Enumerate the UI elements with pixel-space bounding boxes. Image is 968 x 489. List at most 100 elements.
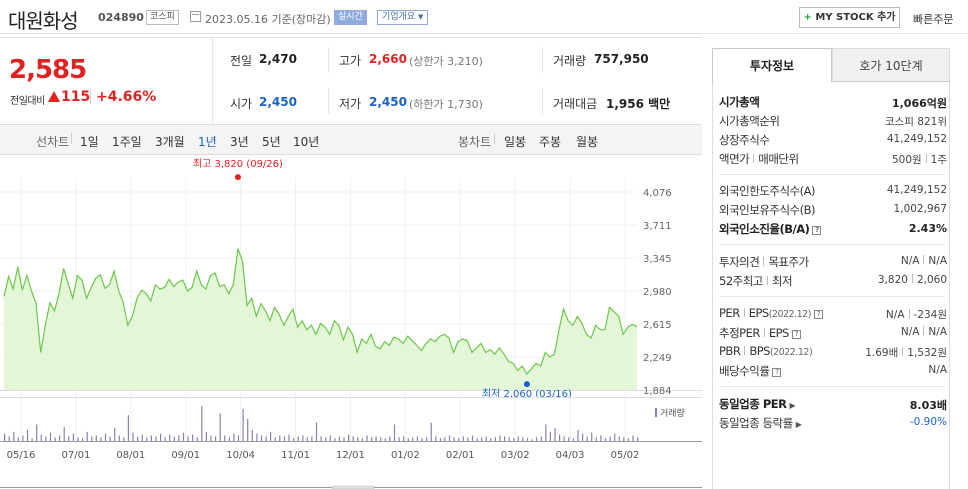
prev-close-label: 전일	[230, 54, 253, 68]
pbr-label: PBR BPS(2022.12)	[719, 344, 813, 358]
tab-invest-info[interactable]: 투자정보	[712, 48, 832, 82]
divider	[908, 309, 910, 318]
divider	[542, 47, 543, 73]
candle-monthly[interactable]: 월봉	[576, 135, 599, 149]
volume-bar	[453, 437, 455, 441]
price-line	[3, 248, 638, 376]
industry-rate-label[interactable]: 동일업종 등락률 ▶	[719, 415, 802, 431]
bps-label: BPS	[749, 344, 770, 358]
volume-bar	[192, 434, 194, 441]
foreign-hold-value: 1,002,967	[893, 203, 947, 215]
period-5y[interactable]: 5년	[262, 135, 281, 149]
foreign-hold-row: 외국인보유주식수(B) 1,002,967	[719, 202, 947, 220]
help-icon[interactable]: ?	[791, 330, 801, 339]
divider	[719, 386, 945, 387]
opinion-label-text: 투자의견	[719, 255, 760, 269]
foreign-hold-label: 외국인보유주식수(B)	[719, 203, 816, 217]
volume-bar	[421, 438, 423, 441]
volume-bar	[563, 436, 565, 441]
company-name: 대원화성	[8, 9, 79, 33]
per-value-text: N/A	[885, 309, 905, 321]
eps-value: -234원	[913, 309, 948, 321]
help-icon[interactable]: ?	[772, 368, 782, 377]
open-label: 시가	[230, 97, 253, 111]
divider	[328, 47, 329, 73]
candle-chart-label: 봉차트	[458, 135, 492, 149]
volume-bar	[604, 438, 607, 441]
volume-bar	[490, 438, 492, 441]
quick-order-link[interactable]: 빠른주문	[913, 13, 954, 26]
volume-bar	[279, 435, 281, 441]
volume-bar	[68, 436, 70, 441]
bps-value: 1,532원	[907, 347, 947, 359]
period-3m[interactable]: 3개월	[155, 135, 185, 149]
est-per-value: N/A N/A	[901, 326, 947, 338]
est-per-label: 추정PER EPS?	[719, 325, 801, 341]
volume-bar	[155, 436, 157, 441]
period-3y[interactable]: 3년	[230, 135, 249, 149]
period-1w[interactable]: 1주일	[112, 135, 142, 149]
volume-bar	[398, 437, 400, 441]
high-label: 고가	[339, 54, 362, 68]
volume-bar	[118, 435, 120, 441]
company-overview-dropdown[interactable]: 기업개요 ▼	[377, 10, 429, 25]
invest-info-panel: 시가총액 1,066억원 시가총액순위 코스피 821위 상장주식수 41,24…	[712, 82, 950, 489]
volume-bar	[132, 432, 134, 441]
period-10y[interactable]: 10년	[293, 135, 320, 149]
volume-bar	[187, 436, 189, 441]
volume-bar	[270, 431, 272, 441]
realtime-button[interactable]: 실시간	[334, 10, 367, 25]
shares-value: 41,249,152	[886, 133, 947, 145]
y-tick-label: 1,884	[643, 386, 672, 397]
volume-value: 757,950	[594, 52, 649, 66]
volume-bar	[150, 435, 152, 441]
est-per-value-text: N/A	[900, 326, 920, 338]
volume-bar	[416, 436, 418, 441]
volume-bar	[205, 431, 207, 441]
amount-label: 거래대금	[553, 97, 598, 111]
volume-legend: 거래량	[660, 407, 685, 419]
calendar-icon	[190, 11, 201, 22]
foreign-ratio-label-text: 외국인소진율(B/A)	[719, 222, 810, 236]
help-icon[interactable]: ?	[813, 310, 823, 319]
foreign-limit-value: 41,249,152	[886, 184, 947, 196]
foreign-limit-label: 외국인한도주식수(A)	[719, 184, 815, 198]
period-1y[interactable]: 1년	[198, 135, 217, 149]
divider	[902, 347, 904, 356]
volume-bar	[467, 437, 469, 441]
divider	[90, 90, 91, 104]
tab-order-book[interactable]: 호가 10단계	[832, 48, 950, 82]
volume-bar	[471, 435, 474, 441]
volume-bar	[237, 435, 240, 441]
volume-bar	[559, 434, 561, 441]
volume-bar	[352, 436, 354, 441]
volume-bar	[536, 437, 538, 441]
volume-bar	[545, 424, 547, 441]
low-marker	[523, 381, 530, 388]
price-area	[4, 248, 637, 390]
candle-weekly[interactable]: 주봉	[539, 135, 562, 149]
dividend-label: 배당수익률?	[719, 363, 782, 379]
volume-bar	[366, 435, 368, 441]
price-panel	[0, 37, 702, 489]
volume-bar	[242, 408, 244, 441]
candle-daily[interactable]: 일봉	[504, 135, 527, 149]
volume-bar	[591, 432, 593, 441]
volume-bar	[637, 437, 639, 441]
volume-bar	[412, 437, 414, 441]
pbr-value: 1.69배 1,532원	[865, 345, 947, 360]
industry-per-label[interactable]: 동일업종 PER ▶	[719, 396, 796, 412]
help-icon[interactable]: ?	[812, 226, 822, 235]
period-1d[interactable]: 1일	[80, 135, 99, 149]
target-value: N/A	[928, 255, 947, 267]
volume-bar	[251, 429, 253, 441]
divider	[719, 244, 945, 245]
volume-bar	[265, 436, 267, 441]
foreign-ratio-label: 외국인소진율(B/A)?	[719, 221, 822, 237]
add-my-stock-button[interactable]: + MY STOCK 추가	[799, 7, 900, 28]
divider	[542, 88, 543, 114]
volume-bar	[517, 436, 519, 441]
scroll-handle	[331, 485, 375, 489]
volume-bar	[504, 436, 506, 441]
divider	[71, 133, 72, 144]
